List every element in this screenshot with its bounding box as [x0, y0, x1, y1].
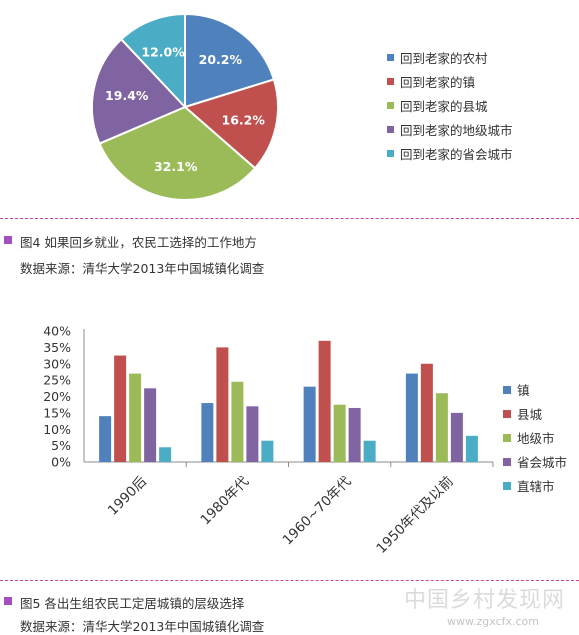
- pie-legend-swatch: [387, 126, 394, 133]
- pie-value-label: 12.0%: [141, 45, 185, 60]
- pie-slice: [91, 37, 187, 145]
- bar: [246, 406, 259, 462]
- fig4-source: 数据来源：清华大学2013年中国城镇化调查: [20, 261, 265, 276]
- bar: [231, 381, 244, 462]
- bar: [216, 347, 229, 462]
- bar: [201, 403, 214, 462]
- bar: [261, 440, 274, 462]
- pie-value-label: 16.2%: [222, 112, 266, 127]
- y-tick-label: 10%: [43, 422, 71, 437]
- bar-legend-label: 地级市: [517, 431, 555, 446]
- y-tick-label: 0%: [51, 455, 71, 470]
- pie-slice: [182, 78, 279, 170]
- y-tick-label: 35%: [43, 340, 71, 355]
- pie-legend-swatch: [387, 54, 394, 61]
- bar-chart: 0% 5%10% 15%20%25% 30%35%40% 1990后 1980年代 1960…: [43, 324, 567, 557]
- x-tick-label: 1980年代: [198, 473, 253, 528]
- divider-top: [0, 218, 579, 219]
- bar-legend-swatch: [503, 482, 511, 490]
- x-tick-label: 1960~70年代: [280, 473, 355, 548]
- bar: [348, 407, 361, 462]
- pie-slice: [119, 12, 186, 110]
- divider-bottom: [0, 580, 579, 581]
- pie-legend-label: 回到老家的县城: [400, 99, 488, 114]
- bar: [333, 404, 346, 462]
- bar-legend-label: 县城: [517, 407, 543, 422]
- bar: [465, 435, 478, 462]
- pie-value-label: 20.2%: [199, 52, 243, 67]
- bar-legend-label: 直辖市: [517, 479, 555, 494]
- pie-chart: 20.2%16.2%32.1%19.4%12.0% 回到老家的农村回到老家的镇回到…: [91, 12, 513, 201]
- bar: [450, 412, 463, 462]
- bar: [405, 373, 418, 462]
- pie-legend-label: 回到老家的地级城市: [400, 123, 513, 138]
- bar: [363, 440, 376, 462]
- pie-legend-label: 回到老家的省会城市: [400, 147, 513, 162]
- y-tick-label: 30%: [43, 356, 71, 371]
- pie-value-label: 19.4%: [105, 88, 149, 103]
- bar: [318, 340, 331, 462]
- bar: [435, 393, 448, 462]
- bar-legend-swatch: [503, 434, 511, 442]
- pie-value-label: 32.1%: [154, 159, 198, 174]
- bar: [144, 388, 157, 462]
- bar-legend-label: 镇: [517, 383, 530, 398]
- x-tick-label: 1950年代及以前: [373, 473, 457, 557]
- caption-marker-fig4: [4, 236, 12, 244]
- y-tick-label: 25%: [43, 373, 71, 388]
- bar-legend-label: 省会城市: [517, 455, 567, 470]
- pie-legend-label: 回到老家的农村: [400, 51, 488, 66]
- y-tick-label: 20%: [43, 389, 71, 404]
- pie-legend-swatch: [387, 102, 394, 109]
- fig5-caption: 图5 各出生组农民工定居城镇的层级选择: [20, 596, 245, 611]
- pie-legend-swatch: [387, 150, 394, 157]
- y-tick-label: 40%: [43, 324, 71, 339]
- bar-legend-swatch: [503, 410, 511, 418]
- watermark-logo: 中国乡村发现网: [403, 588, 565, 613]
- pie-slice: [98, 105, 257, 201]
- bar: [99, 416, 112, 462]
- fig4-caption: 图4 如果回乡就业，农民工选择的工作地方: [20, 235, 257, 250]
- watermark-url: www.zgxcfx.com: [447, 615, 539, 628]
- bar: [420, 363, 433, 462]
- bar: [129, 373, 142, 462]
- bar-legend-swatch: [503, 386, 511, 394]
- pie-slice: [184, 12, 276, 109]
- pie-legend-swatch: [387, 78, 394, 85]
- y-tick-label: 15%: [43, 405, 71, 420]
- bar: [303, 386, 316, 462]
- caption-marker-fig5: [4, 597, 12, 605]
- bar-legend-swatch: [503, 458, 511, 466]
- bar: [159, 447, 172, 462]
- fig5-source: 数据来源：清华大学2013年中国城镇化调查: [20, 619, 265, 634]
- bar: [114, 355, 127, 462]
- pie-legend-label: 回到老家的镇: [400, 75, 475, 90]
- x-tick-label: 1990后: [105, 474, 150, 519]
- y-tick-label: 5%: [51, 438, 71, 453]
